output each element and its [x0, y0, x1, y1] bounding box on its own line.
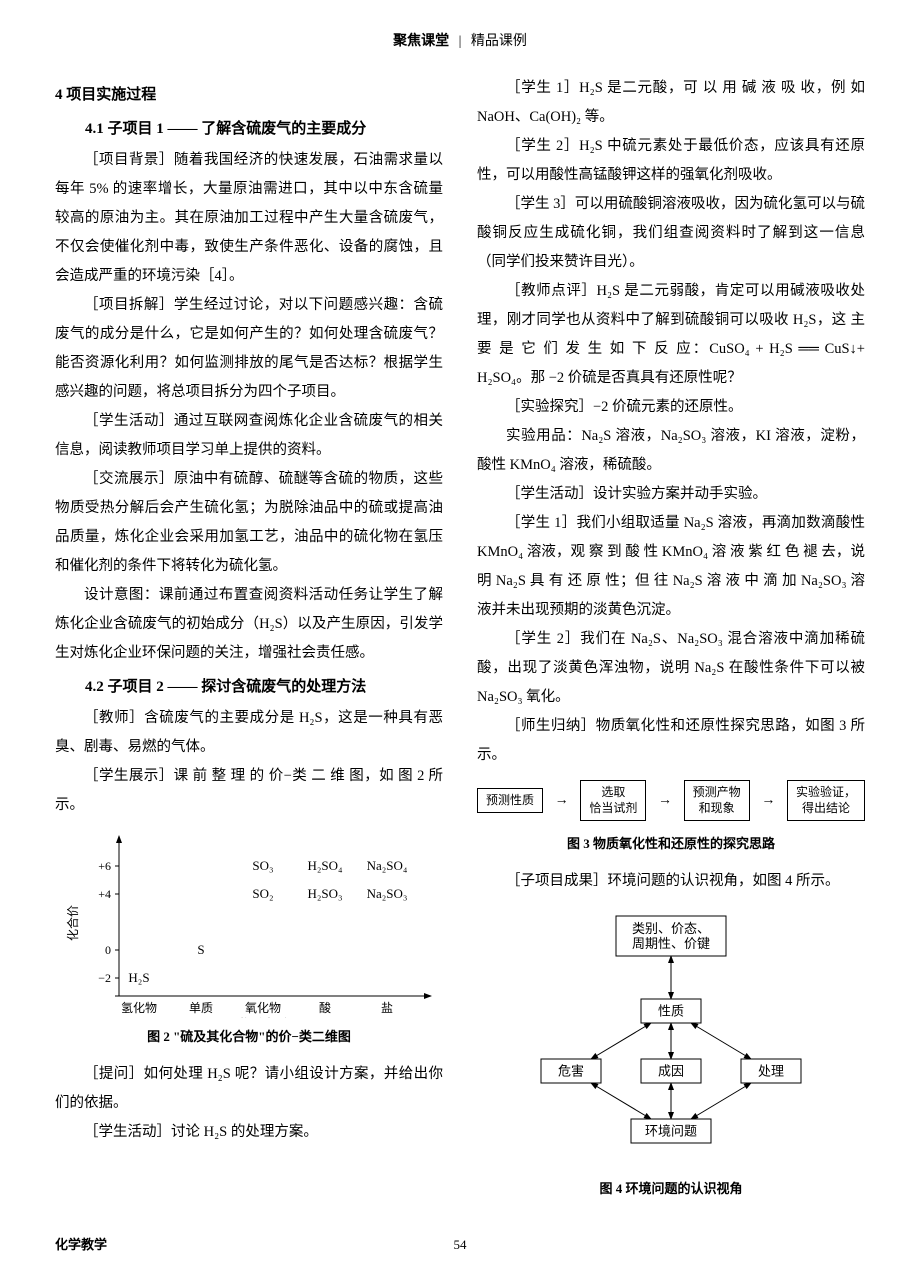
svg-text:氧化物: 氧化物	[245, 1001, 281, 1015]
running-head: 聚焦课堂 | 精品课例	[55, 30, 865, 50]
fig3-box: 实验验证，得出结论	[787, 780, 865, 821]
figure-4-caption: 图 4 环境问题的认识视角	[477, 1176, 865, 1202]
para-materials: 实验用品：Na₂S 溶液，Na₂SO₃ 溶液，KI 溶液，淀粉，酸性 KMnO₄…	[477, 422, 865, 480]
para-activity: ［学生活动］通过互联网查阅炼化企业含硫废气的相关信息，阅读教师项目学习单上提供的…	[55, 407, 443, 465]
arrow-right-icon: →	[656, 787, 674, 815]
svg-text:+4: +4	[98, 887, 111, 901]
svg-text:Na₂SO₄: Na₂SO₄	[367, 858, 408, 873]
h4-subproject-2: 4.2 子项目 2 —— 探讨含硫废气的处理方法	[55, 672, 443, 702]
para-activity2: ［学生活动］讨论 H₂S 的处理方案。	[55, 1118, 443, 1147]
para-display: ［学生展示］课 前 整 理 的 价−类 二 维 图，如 图 2 所示。	[55, 762, 443, 820]
h3-implementation: 4 项目实施过程	[55, 80, 443, 110]
journal-name: 化学教学	[55, 1234, 107, 1253]
h4-subproject-1: 4.1 子项目 1 —— 了解含硫废气的主要成分	[55, 114, 443, 144]
svg-text:H₂S: H₂S	[128, 970, 149, 985]
two-column-layout: 4 项目实施过程 4.1 子项目 1 —— 了解含硫废气的主要成分 ［项目背景］…	[55, 74, 865, 1212]
svg-text:性质: 性质	[658, 1004, 684, 1019]
para-summary: ［师生归纳］物质氧化性和还原性探究思路，如图 3 所示。	[477, 712, 865, 770]
para-s2: ［学生 2］H₂S 中硫元素处于最低价态，应该具有还原性，可以用酸性高锰酸钾这样…	[477, 132, 865, 190]
svg-text:S: S	[197, 942, 204, 957]
svg-text:化合价: 化合价	[65, 905, 80, 941]
para-teacher-comment: ［教师点评］H₂S 是二元弱酸，肯定可以用碱液吸收处理，刚才同学也从资料中了解到…	[477, 277, 865, 393]
page-number: 54	[454, 1237, 467, 1253]
left-column: 4 项目实施过程 4.1 子项目 1 —— 了解含硫废气的主要成分 ［项目背景］…	[55, 74, 443, 1212]
para-s3: ［学生 3］可以用硫酸铜溶液吸收，因为硫化氢可以与硫酸铜反应生成硫化铜，我们组查…	[477, 190, 865, 277]
arrow-right-icon: →	[759, 787, 777, 815]
svg-text:物质类别: 物质类别	[239, 1017, 287, 1018]
para-s2b: ［学生 2］我们在 Na₂S、Na₂SO₃ 混合溶液中滴加稀硫酸，出现了淡黄色浑…	[477, 625, 865, 712]
figure-3-caption: 图 3 物质氧化性和还原性的探究思路	[477, 831, 865, 857]
right-column: ［学生 1］H₂S 是二元酸，可 以 用 碱 液 吸 收，例 如 NaOH、Ca…	[477, 74, 865, 1212]
para-intent: 设计意图：课前通过布置查阅资料活动任务让学生了解炼化企业含硫废气的初始成分（H₂…	[55, 581, 443, 668]
page: 聚焦课堂 | 精品课例 4 项目实施过程 4.1 子项目 1 —— 了解含硫废气…	[0, 0, 920, 1283]
svg-text:SO₂: SO₂	[252, 886, 273, 901]
para-s1b: ［学生 1］我们小组取适量 Na₂S 溶液，再滴加数滴酸性 KMnO₄ 溶液，观…	[477, 509, 865, 625]
svg-text:单质: 单质	[189, 1001, 213, 1015]
running-head-right: 精品课例	[471, 34, 527, 49]
svg-text:成因: 成因	[658, 1064, 684, 1079]
fig3-box: 选取恰当试剂	[580, 780, 646, 821]
figure-4: 类别、价态、周期性、价键性质危害 成因 处理环境问题	[477, 906, 865, 1166]
svg-text:−2: −2	[98, 971, 111, 985]
figure-2-svg: −2 0 +4 +6 化合价氢化物 单质 氧化物 酸 盐物质类别 H₂S S SO₂ SO₃ H₂SO₃ H…	[59, 828, 439, 1018]
para-teacher: ［教师］含硫废气的主要成分是 H₂S，这是一种具有恶臭、剧毒、易燃的气体。	[55, 704, 443, 762]
page-footer: 化学教学 54 化学教学	[55, 1234, 865, 1253]
para-exchange: ［交流展示］原油中有硫醇、硫醚等含硫的物质，这些物质受热分解后会产生硫化氢；为脱…	[55, 465, 443, 581]
running-head-left: 聚焦课堂	[393, 34, 449, 49]
svg-text:+6: +6	[98, 859, 111, 873]
para-exp-inquiry: ［实验探究］−2 价硫元素的还原性。	[477, 393, 865, 422]
fig3-box: 预测产物和现象	[684, 780, 750, 821]
svg-text:盐: 盐	[381, 1001, 393, 1015]
svg-text:环境问题: 环境问题	[645, 1124, 697, 1139]
figure-3: 预测性质 → 选取恰当试剂 → 预测产物和现象 → 实验验证，得出结论	[477, 780, 865, 821]
svg-text:酸: 酸	[319, 1000, 331, 1015]
svg-text:周期性、价键: 周期性、价键	[632, 936, 710, 951]
svg-text:H₂SO₃: H₂SO₃	[307, 886, 342, 901]
para-result: ［子项目成果］环境问题的认识视角，如图 4 所示。	[477, 867, 865, 896]
arrow-right-icon: →	[553, 787, 571, 815]
svg-text:处理: 处理	[758, 1064, 784, 1079]
svg-text:0: 0	[105, 943, 111, 957]
svg-text:Na₂SO₃: Na₂SO₃	[367, 886, 408, 901]
para-question: ［提问］如何处理 H₂S 呢？请小组设计方案，并给出你们的依据。	[55, 1060, 443, 1118]
svg-text:SO₃: SO₃	[252, 858, 273, 873]
para-bg: ［项目背景］随着我国经济的快速发展，石油需求量以每年 5% 的速率增长，大量原油…	[55, 146, 443, 291]
running-head-sep: |	[459, 34, 462, 49]
figure-2-caption: 图 2 "硫及其化合物"的价−类二维图	[55, 1024, 443, 1050]
svg-text:氢化物: 氢化物	[121, 1000, 157, 1015]
svg-text:H₂SO₄: H₂SO₄	[307, 858, 343, 873]
fig3-box: 预测性质	[477, 788, 543, 814]
figure-2: −2 0 +4 +6 化合价氢化物 单质 氧化物 酸 盐物质类别 H₂S S SO₂ SO₃ H₂SO₃ H…	[55, 828, 443, 1018]
para-s1: ［学生 1］H₂S 是二元酸，可 以 用 碱 液 吸 收，例 如 NaOH、Ca…	[477, 74, 865, 132]
svg-text:危害: 危害	[558, 1064, 584, 1079]
para-activity3: ［学生活动］设计实验方案并动手实验。	[477, 480, 865, 509]
para-breakdown: ［项目拆解］学生经过讨论，对以下问题感兴趣：含硫废气的成分是什么，它是如何产生的…	[55, 291, 443, 407]
figure-4-svg: 类别、价态、周期性、价键性质危害 成因 处理环境问题	[491, 906, 851, 1166]
svg-text:类别、价态、: 类别、价态、	[632, 921, 710, 936]
